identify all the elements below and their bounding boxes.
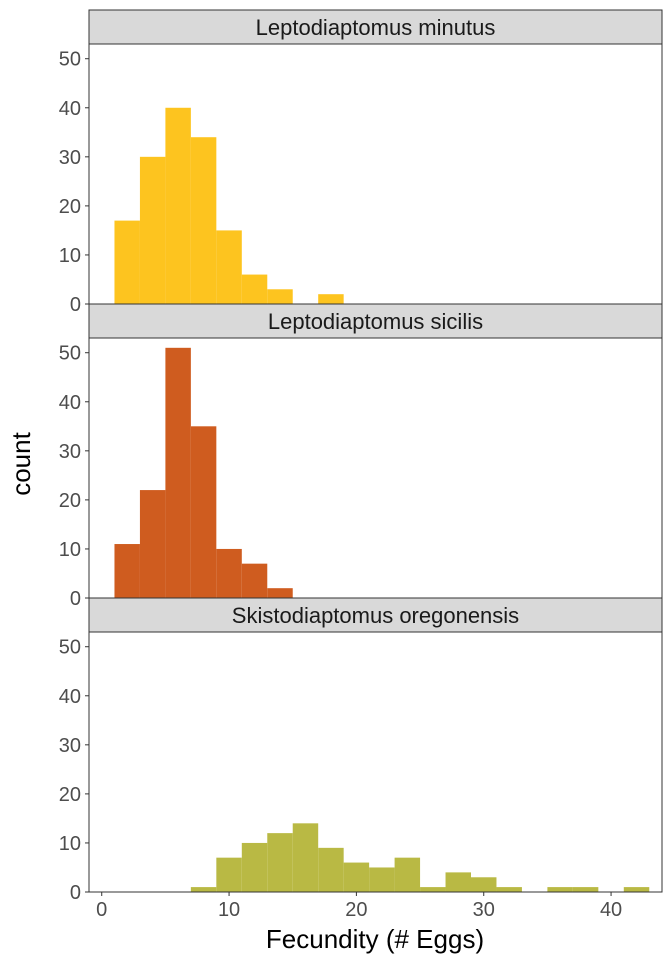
facet-strip <box>88 9 663 45</box>
y-tick-label: 10 <box>59 245 81 267</box>
histogram-bar <box>394 857 421 892</box>
y-tick-label: 40 <box>59 392 81 414</box>
y-tick-label: 0 <box>70 588 81 610</box>
histogram-bar <box>267 289 293 304</box>
y-tick-label: 20 <box>59 196 81 218</box>
facet-strip <box>88 303 663 339</box>
facet-strip-label: Leptodiaptomus sicilis <box>268 309 483 334</box>
y-tick-label: 30 <box>59 147 81 169</box>
histogram-bar <box>241 563 268 598</box>
histogram-bar <box>318 847 344 892</box>
facet-strip-label: Skistodiaptomus oregonensis <box>232 603 519 628</box>
histogram-bar <box>471 877 497 892</box>
histogram-bar <box>241 842 268 892</box>
y-tick-label: 30 <box>59 441 81 463</box>
x-tick-label: 40 <box>600 899 622 921</box>
histogram-bar <box>165 107 191 304</box>
histogram-bar <box>241 274 268 304</box>
panel-border <box>88 631 663 893</box>
histogram-bar <box>267 833 293 892</box>
x-tick-label: 0 <box>96 899 107 921</box>
y-tick-label: 20 <box>59 784 81 806</box>
y-tick-label: 40 <box>59 98 81 120</box>
histogram-bar <box>369 867 395 892</box>
y-axis-title: count <box>6 431 36 495</box>
histogram-bar <box>445 872 471 892</box>
y-tick-label: 40 <box>59 686 81 708</box>
y-tick-label: 50 <box>59 49 81 71</box>
histogram-bar <box>165 347 191 598</box>
histogram-bar <box>292 823 319 892</box>
facet-strip <box>88 597 663 633</box>
x-tick-label: 20 <box>345 899 367 921</box>
y-tick-label: 50 <box>59 343 81 365</box>
facet-panel: Leptodiaptomus minutus 0 10 20 30 40 50 <box>59 9 663 316</box>
histogram-bar <box>190 137 217 304</box>
histogram-bar <box>216 230 242 304</box>
histogram-bar <box>114 220 140 304</box>
y-tick-label: 10 <box>59 833 81 855</box>
histogram-bar <box>547 887 573 892</box>
histogram-bar <box>623 887 650 892</box>
histogram-bar <box>420 887 446 892</box>
y-tick-label: 50 <box>59 637 81 659</box>
histogram-bar <box>190 426 217 598</box>
histogram-bar <box>267 588 293 598</box>
histogram-bar <box>216 857 242 892</box>
y-tick-label: 10 <box>59 539 81 561</box>
histogram-bar <box>139 490 166 598</box>
histogram-bar <box>114 544 140 598</box>
facet-panel: Leptodiaptomus sicilis 0 10 20 30 40 50 <box>59 303 663 610</box>
y-tick-label: 30 <box>59 735 81 757</box>
histogram-bar <box>318 294 344 304</box>
facet-strip-label: Leptodiaptomus minutus <box>256 15 496 40</box>
x-tick-label: 10 <box>218 899 240 921</box>
x-tick-label: 30 <box>473 899 495 921</box>
x-axis-title: Fecundity (# Eggs) <box>266 924 484 954</box>
histogram-bar <box>496 887 522 892</box>
histogram-bar <box>139 156 166 304</box>
histogram-bar <box>216 548 242 598</box>
y-tick-label: 0 <box>70 294 81 316</box>
histogram-bar <box>343 862 370 892</box>
histogram-bar <box>190 887 217 892</box>
y-tick-label: 20 <box>59 490 81 512</box>
y-tick-label: 0 <box>70 882 81 904</box>
facet-panel: Skistodiaptomus oregonensis 0 10 20 30 40 50 0 1… <box>59 597 663 921</box>
histogram-bar <box>572 887 599 892</box>
